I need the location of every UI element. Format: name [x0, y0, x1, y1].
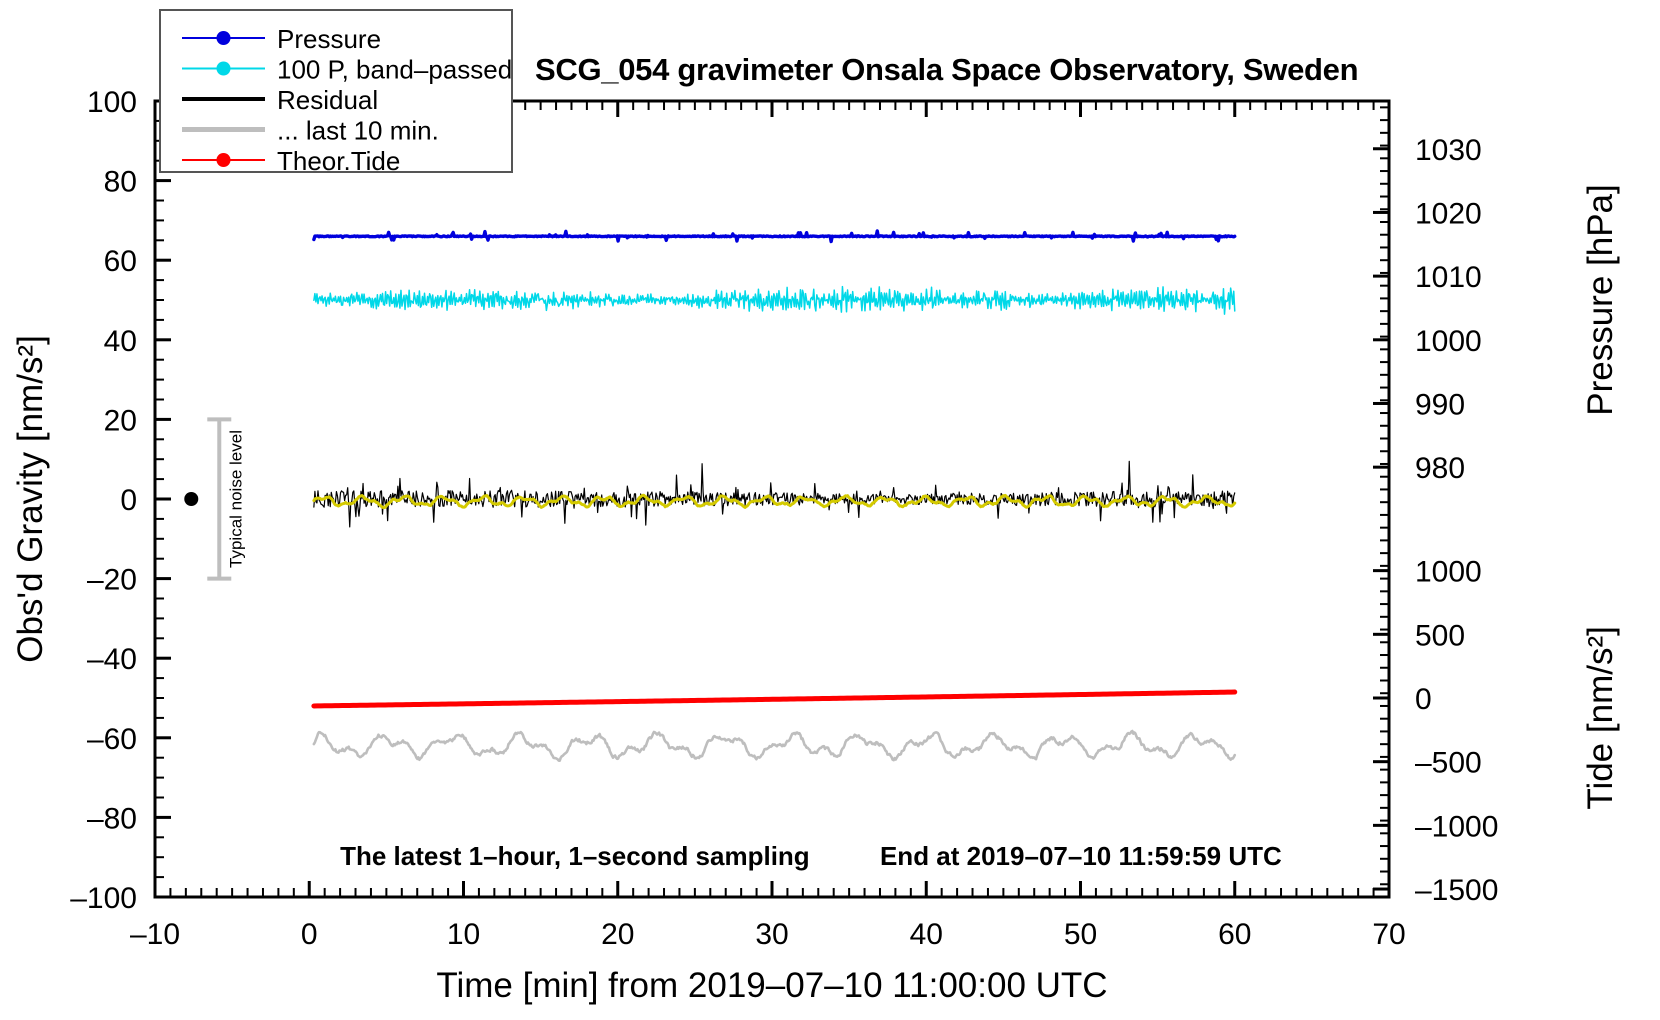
series-100-p-band-passed: [313, 285, 1236, 315]
x-tick-label: 70: [1372, 918, 1405, 951]
series-last-10-min: [312, 729, 1237, 763]
y-tick-label: 100: [87, 86, 137, 119]
pressure-axis-title: Pressure [hPa]: [1581, 184, 1620, 416]
x-tick-label: –10: [130, 918, 180, 951]
clipped-traces: [311, 229, 1238, 763]
y-tick-label: –20: [87, 564, 137, 597]
y-tick-label: 80: [104, 166, 137, 199]
pressure-tick-label: 980: [1415, 452, 1465, 485]
chart-title: SCG_054 gravimeter Onsala Space Observat…: [535, 52, 1358, 87]
tide-tick-label: –1500: [1415, 874, 1498, 907]
bottom-left-note: The latest 1–hour, 1–second sampling: [340, 841, 810, 871]
series-residual-smooth: [312, 493, 1237, 510]
tide-tick-label: –500: [1415, 747, 1482, 780]
tide-tick-label: 0: [1415, 683, 1432, 716]
x-tick-label: 0: [301, 918, 318, 951]
x-tick-label: 40: [910, 918, 943, 951]
x-axis-title: Time [min] from 2019–07–10 11:00:00 UTC: [436, 966, 1107, 1005]
bottom-right-note: End at 2019–07–10 11:59:59 UTC: [880, 841, 1282, 871]
y-tick-label: –60: [87, 723, 137, 756]
legend-label-3: ... last 10 min.: [277, 116, 439, 146]
axes-group: –10 0 10 20 30 40 50 60 70–100–80–60–40–20020406…: [70, 86, 1498, 951]
x-tick-label: 60: [1218, 918, 1251, 951]
tide-axis-title: Tide [nm/s²]: [1581, 626, 1620, 809]
legend-marker-4: [216, 153, 231, 167]
series-theor-tide: [311, 689, 1238, 709]
y-tick-label: 60: [104, 245, 137, 278]
y-tick-label: –80: [87, 802, 137, 835]
y-tick-label: 20: [104, 404, 137, 437]
legend-label-0: Pressure: [277, 24, 381, 54]
y-tick-label: –100: [70, 882, 137, 915]
x-tick-label: 50: [1064, 918, 1097, 951]
data-traces-group: [311, 229, 1238, 763]
legend-marker-1: [216, 61, 231, 76]
pressure-tick-label: 990: [1415, 388, 1465, 421]
pressure-tick-label: 1030: [1415, 134, 1482, 167]
axis-labels-group: Time [min] from 2019–07–10 11:00:00 UTC O…: [11, 52, 1620, 1005]
series-pressure: [312, 229, 1237, 244]
legend-label-4: Theor.Tide: [277, 146, 400, 176]
pressure-tick-label: 1010: [1415, 261, 1482, 294]
y-tick-label: –40: [87, 643, 137, 676]
tide-tick-label: 500: [1415, 619, 1465, 652]
legend-label-1: 100 P, band–passed: [277, 55, 512, 85]
x-tick-label: 20: [601, 918, 634, 951]
noise-center-dot: [184, 492, 199, 506]
y-tick-label: 0: [120, 484, 137, 517]
tide-tick-label: 1000: [1415, 556, 1482, 589]
pressure-tick-label: 1000: [1415, 325, 1482, 358]
legend-label-2: Residual: [277, 85, 378, 115]
noise-level-label: Typical noise level: [226, 430, 245, 568]
x-tick-label: 10: [447, 918, 480, 951]
y-tick-label: 40: [104, 325, 137, 358]
x-tick-label: 30: [755, 918, 788, 951]
annotations-group: The latest 1–hour, 1–second sampling End …: [184, 417, 1282, 871]
pressure-tick-label: 1020: [1415, 197, 1482, 230]
tide-tick-label: –1000: [1415, 810, 1498, 843]
legend-marker-0: [216, 31, 231, 45]
y-axis-title: Obs'd Gravity [nm/s²]: [11, 335, 50, 663]
